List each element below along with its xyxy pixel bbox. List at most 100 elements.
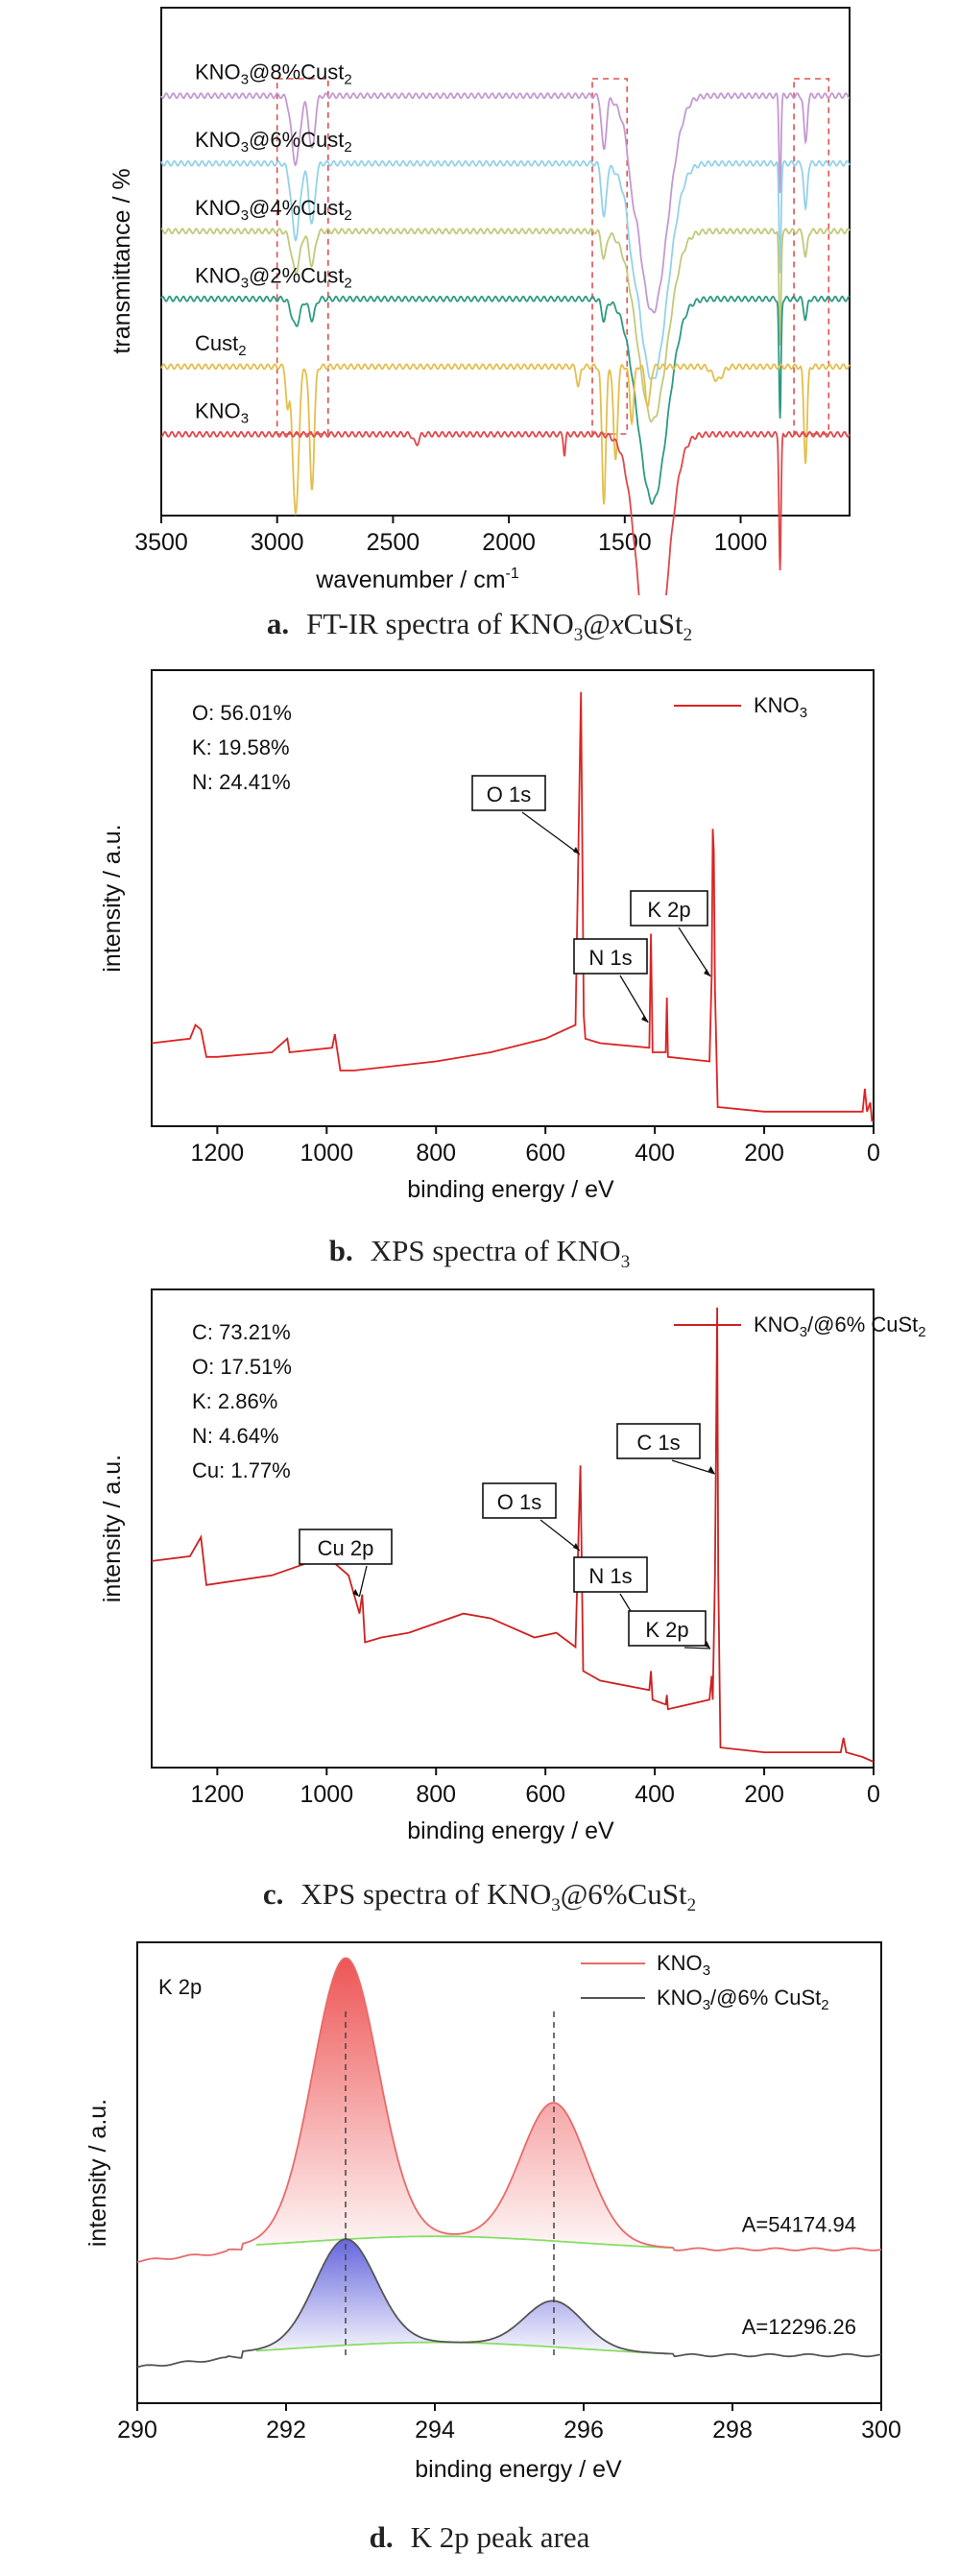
- peak-pointer-head: [704, 969, 711, 976]
- series-line-2: [160, 228, 851, 423]
- a-x-tick-label: 2000: [482, 529, 536, 556]
- y-axis-title: intensity / a.u.: [99, 824, 126, 972]
- svgC-x-tick-label: 800: [416, 1781, 456, 1808]
- peak-pointer: [358, 1565, 368, 1598]
- svgC-x-tick-label: 1200: [191, 1781, 245, 1808]
- svgC-x-tick-label: 200: [744, 1781, 784, 1808]
- composition-text: O: 56.01%: [192, 701, 292, 725]
- d-x-tick-label: 300: [861, 2417, 901, 2444]
- legend-label: KNO3: [754, 693, 807, 721]
- peak-label-box: [628, 1610, 707, 1647]
- a-x-tick-label: 1500: [598, 529, 652, 556]
- series-line-5: [160, 430, 851, 595]
- peak-pointer-head: [352, 1589, 360, 1597]
- svgB-x-tick-label: 1000: [300, 1140, 353, 1167]
- series-label-4: Cust2: [195, 331, 247, 359]
- area-label-1: A=12296.26: [742, 2315, 856, 2339]
- svgB-frame: [151, 669, 875, 1127]
- d-x-axis-title: binding energy / eV: [415, 2456, 622, 2483]
- a-x-axis-title: wavenumber / cm-1: [315, 566, 519, 593]
- legend-label-0: KNO3: [657, 1951, 710, 1979]
- legend-label: KNO3/@6% CuSt2: [754, 1312, 926, 1340]
- svgB-x-tick-label: 1200: [191, 1140, 245, 1167]
- svgB-x-tick-label: 600: [525, 1140, 565, 1167]
- peak-area-fill-0: [257, 1958, 673, 2249]
- a-x-tick-label: 3000: [251, 529, 304, 556]
- composition-text: K: 2.86%: [192, 1389, 277, 1413]
- series-line-1: [136, 2238, 882, 2369]
- background-line-0: [255, 2235, 670, 2249]
- composition-text: K: 19.58%: [192, 735, 290, 759]
- peak-pointer: [671, 1459, 715, 1475]
- series-label-5: KNO3: [195, 398, 249, 426]
- svgB-x-tick-label: 0: [867, 1140, 880, 1167]
- d-x-tick-label: 292: [266, 2417, 306, 2444]
- series-line-4: [160, 363, 851, 517]
- peak-pointer: [539, 1519, 581, 1552]
- caption-d: d. K 2p peak area: [369, 2520, 590, 2554]
- peak-pointer: [683, 1647, 711, 1649]
- peak-pointer-head: [707, 1466, 715, 1474]
- chart-a: 3500 3000 2500 2000 1500 1000 wavenumber / cm-…: [108, 7, 851, 595]
- peak-label-box: [616, 1423, 701, 1459]
- caption-c: c. XPS spectra of KNO3@6%CuSt2: [262, 1877, 697, 1916]
- peak-pointer: [619, 975, 649, 1023]
- d-frame: [136, 1941, 882, 2404]
- peak-pointer-head: [641, 1015, 649, 1023]
- d-y-axis-title: intensity / a.u.: [84, 2099, 111, 2247]
- chart-d: 290 292 294 296 298 300 binding energy / eV int…: [84, 1941, 901, 2483]
- highlight-box: [793, 78, 830, 435]
- series-line-0: [136, 1957, 882, 2263]
- peak-label: N 1s: [588, 946, 632, 970]
- series-line-0: [160, 92, 851, 314]
- peak-pointer: [678, 927, 711, 977]
- a-frame: [160, 7, 851, 517]
- series-label-0: KNO3@8%Cust2: [195, 60, 352, 88]
- peak-label: N 1s: [588, 1564, 632, 1588]
- peak-label: C 1s: [636, 1431, 680, 1455]
- spectrum-line: [151, 691, 874, 1122]
- svgC-x-tick-label: 400: [635, 1781, 675, 1808]
- composition-text: C: 73.21%: [192, 1320, 291, 1344]
- peak-label-box: [630, 890, 708, 927]
- peak-label: O 1s: [487, 782, 531, 807]
- peak-label-box: [471, 775, 546, 811]
- series-line-1: [160, 159, 851, 380]
- svgC-x-tick-label: 1000: [300, 1781, 353, 1808]
- peak-pointer-head: [572, 1543, 580, 1551]
- d-x-tick-label: 290: [117, 2417, 157, 2444]
- svgB-x-tick-label: 400: [635, 1140, 675, 1167]
- caption-a: a. FT-IR spectra of KNO3@xCuSt2: [266, 607, 693, 646]
- peak-label: O 1s: [497, 1490, 541, 1514]
- series-line-3: [160, 295, 851, 505]
- peak-pointer: [521, 811, 581, 855]
- peak-area-fill-1: [257, 2239, 673, 2354]
- series-label-2: KNO3@4%Cust2: [195, 196, 352, 224]
- spectrum-line: [151, 1307, 875, 1763]
- x-axis-title: binding energy / eV: [407, 1818, 614, 1844]
- d-x-tick-label: 296: [563, 2417, 604, 2444]
- svgC-x-tick-label: 600: [525, 1781, 565, 1808]
- composition-text: N: 24.41%: [192, 770, 291, 794]
- y-axis-title: intensity / a.u.: [99, 1455, 126, 1602]
- peak-label-box: [573, 1556, 648, 1593]
- a-y-axis-title: transmittance / %: [108, 168, 135, 353]
- d-x-tick-label: 294: [415, 2417, 455, 2444]
- a-x-tick-label: 3500: [134, 529, 188, 556]
- composition-text: O: 17.51%: [192, 1355, 292, 1379]
- peak-pointer-head: [704, 1641, 711, 1649]
- peak-label-box: [482, 1482, 557, 1519]
- peak-label-box: [299, 1529, 393, 1565]
- peak-pointer-head: [572, 847, 580, 855]
- series-label-3: KNO3@2%Cust2: [195, 263, 352, 291]
- chart-b: 1200 1000 800 600 400 200 0 binding energy / eV…: [99, 669, 880, 1203]
- legend-label-1: KNO3/@6% CuSt2: [657, 1986, 829, 2013]
- composition-text: N: 4.64%: [192, 1424, 279, 1448]
- peak-label: K 2p: [647, 898, 690, 922]
- a-x-tick-label: 2500: [367, 529, 420, 556]
- svgB-x-tick-label: 800: [416, 1140, 456, 1167]
- x-axis-title: binding energy / eV: [407, 1176, 614, 1203]
- area-label-0: A=54174.94: [742, 2213, 856, 2237]
- svgC-x-tick-label: 0: [867, 1781, 880, 1808]
- peak-label-box: [573, 938, 648, 975]
